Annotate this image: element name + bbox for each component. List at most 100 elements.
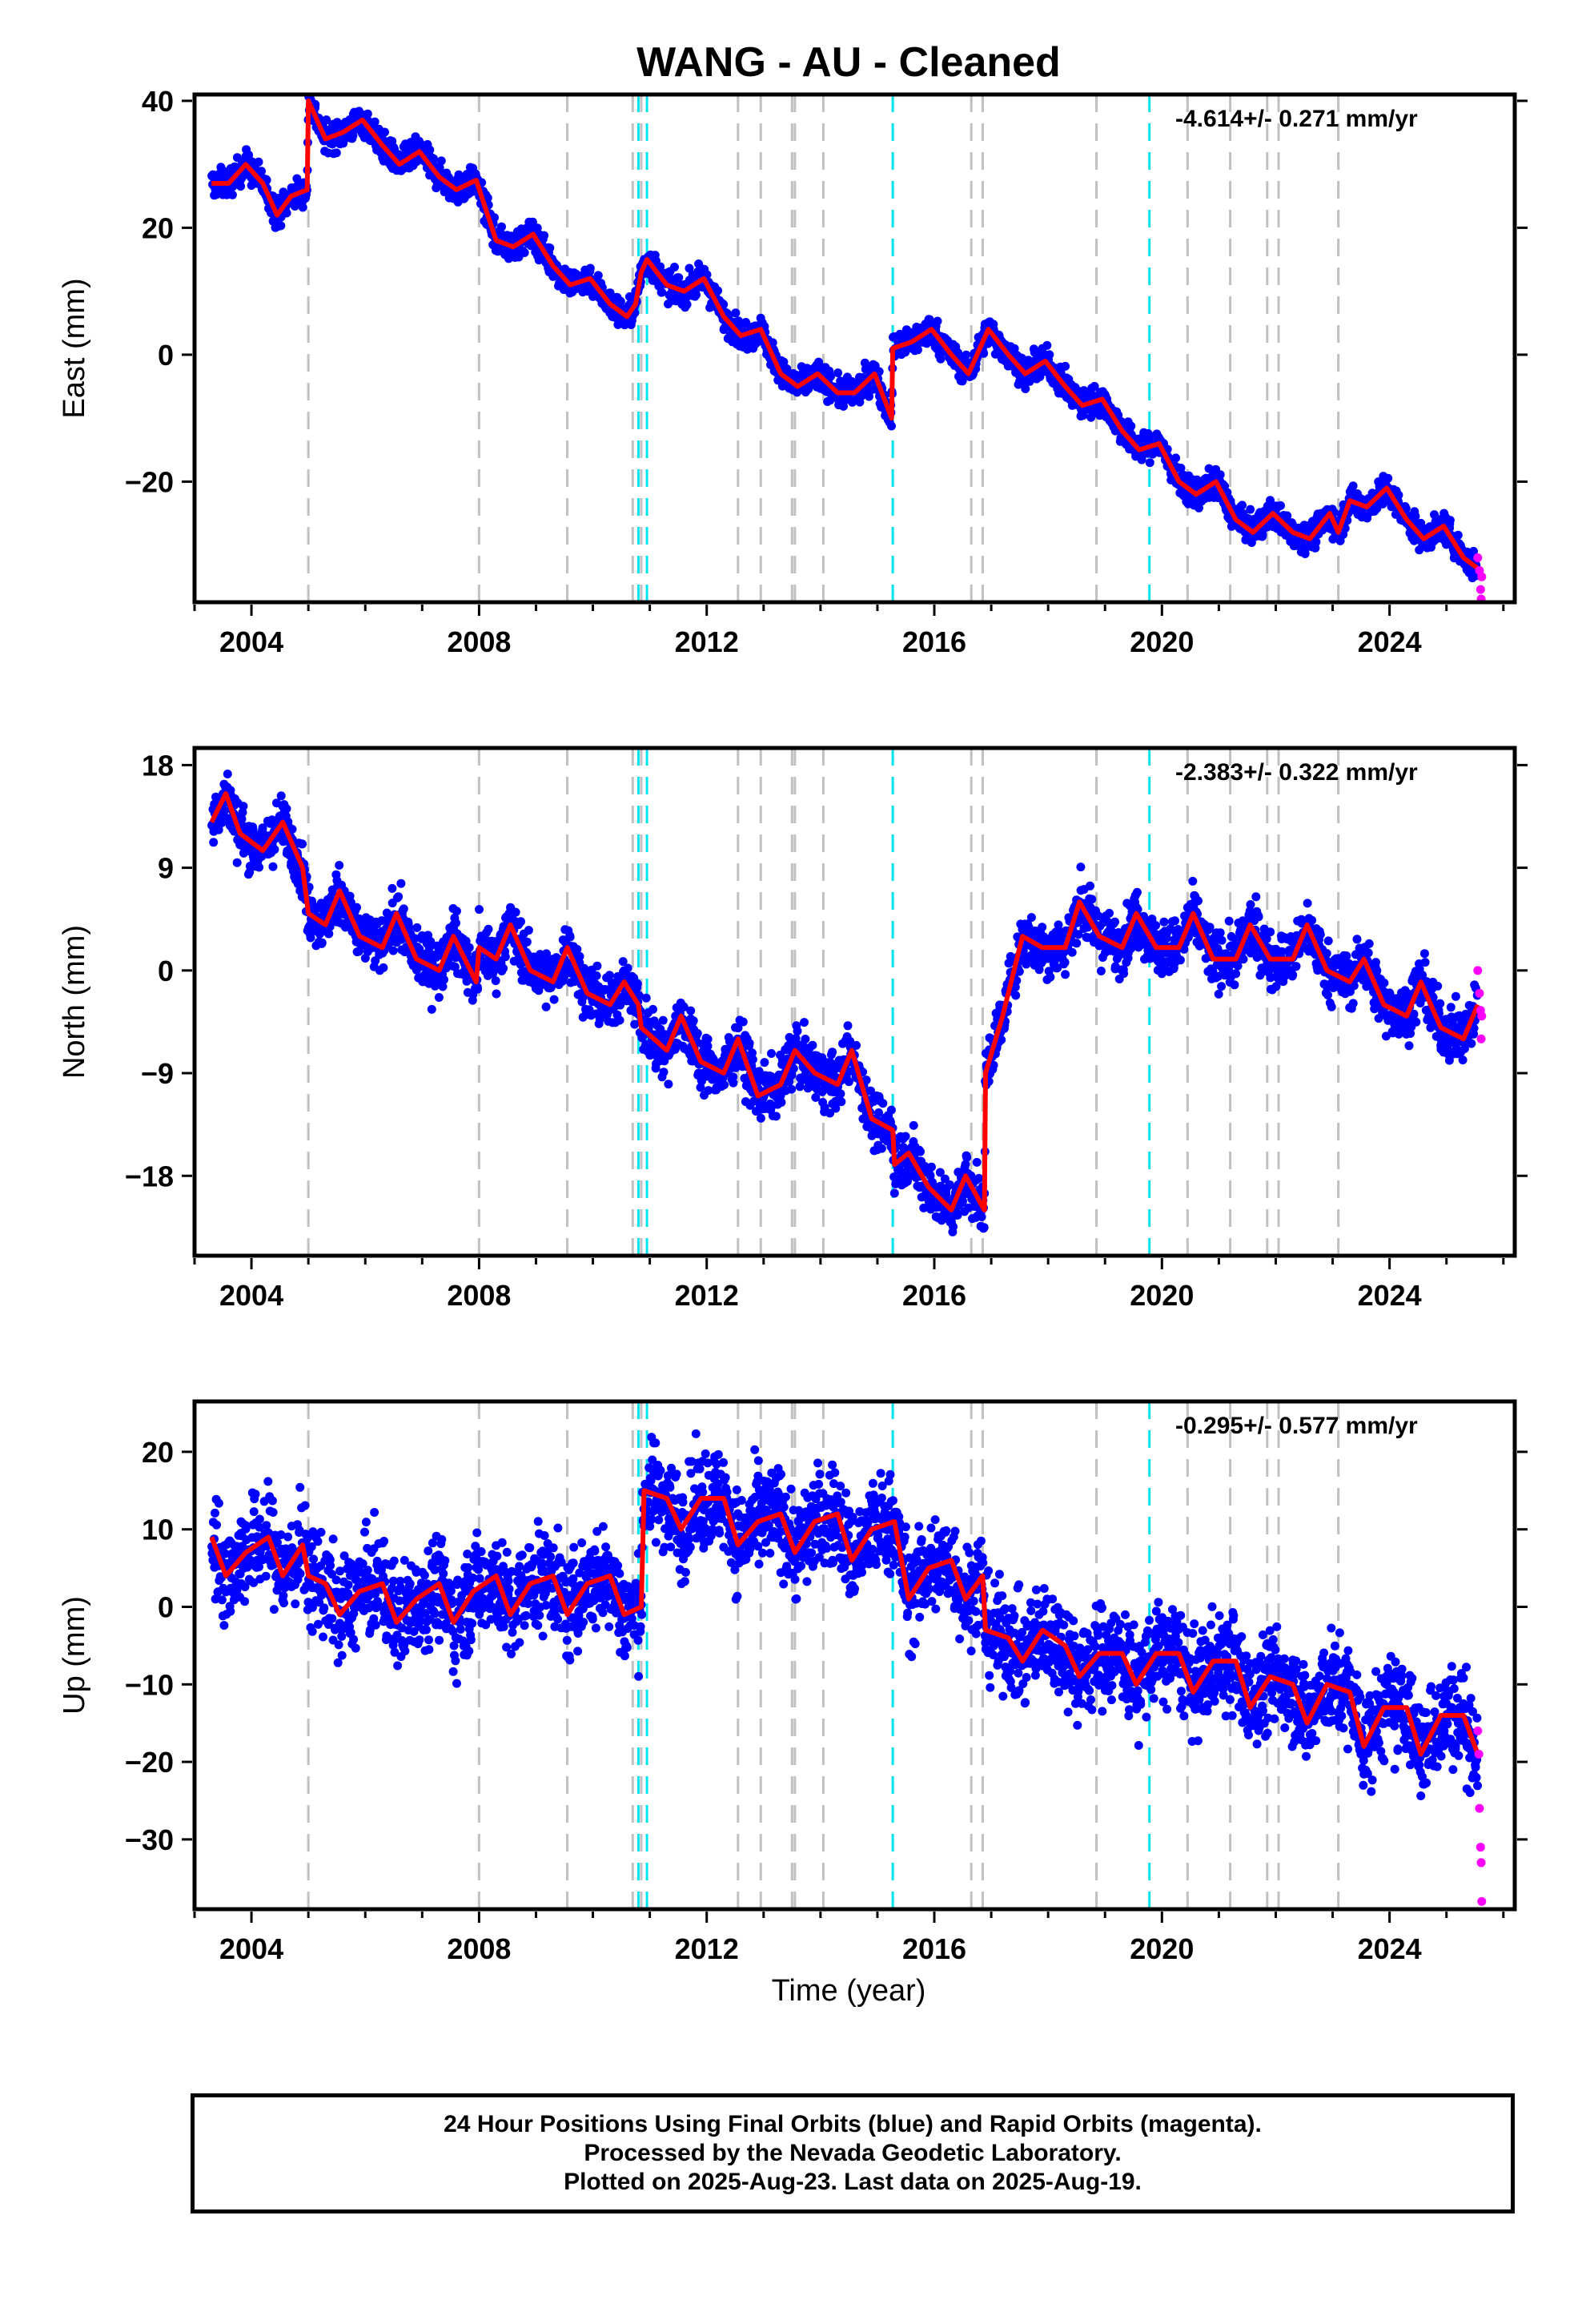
- final-orbit-point: [1383, 473, 1393, 483]
- final-orbit-point: [768, 338, 777, 348]
- final-orbit-point: [425, 145, 435, 155]
- x-tick-label: 2004: [219, 625, 283, 658]
- final-orbit-point: [440, 975, 448, 984]
- final-orbit-point: [434, 993, 444, 1002]
- final-orbit-point: [388, 946, 398, 955]
- final-orbit-point: [618, 957, 628, 967]
- final-orbit-point: [394, 892, 404, 902]
- final-orbit-point: [346, 898, 355, 907]
- final-orbit-point: [1030, 348, 1039, 357]
- final-orbit-point: [664, 1080, 673, 1089]
- x-tick-label: 2012: [675, 625, 739, 658]
- final-orbit-point: [771, 1112, 781, 1121]
- final-orbit-point: [878, 1099, 888, 1108]
- x-tick-label: 2020: [1130, 625, 1194, 658]
- final-orbit-point: [511, 907, 520, 917]
- final-orbit-point: [387, 883, 397, 893]
- final-orbit-point: [1266, 496, 1275, 505]
- final-orbit-point: [604, 971, 614, 980]
- final-orbit-point: [254, 157, 263, 167]
- final-orbit-point: [306, 933, 315, 943]
- final-orbit-point: [630, 1019, 640, 1029]
- final-orbit-point: [936, 354, 946, 364]
- final-orbit-point: [377, 916, 387, 926]
- final-orbit-point: [1276, 501, 1285, 510]
- final-orbit-point: [452, 907, 461, 916]
- rapid-orbit-point: [1476, 585, 1485, 594]
- final-orbit-point: [1311, 537, 1321, 547]
- final-orbit-point: [933, 316, 942, 326]
- final-orbit-point: [270, 845, 279, 854]
- final-orbit-point: [322, 115, 331, 125]
- x-tick-label: 2008: [447, 625, 511, 658]
- final-orbit-point: [837, 1097, 846, 1107]
- final-orbit-point: [1061, 361, 1070, 371]
- final-orbit-point: [741, 318, 751, 327]
- final-orbit-point: [410, 934, 420, 943]
- final-orbit-point: [396, 879, 406, 888]
- final-orbit-point: [1204, 464, 1214, 473]
- y-tick-label: 40: [142, 85, 174, 118]
- final-orbit-point: [670, 263, 679, 271]
- final-orbit-point: [1469, 546, 1478, 556]
- final-orbit-point: [1246, 505, 1255, 514]
- final-orbit-point: [335, 861, 344, 870]
- final-orbit-point: [887, 421, 896, 431]
- final-orbit-point: [239, 848, 248, 858]
- final-orbit-point: [227, 190, 237, 199]
- final-orbit-point: [1453, 530, 1463, 540]
- final-orbit-point: [427, 1004, 436, 1014]
- final-orbit-point: [282, 804, 291, 814]
- final-orbit-point: [1401, 504, 1411, 513]
- final-orbit-point: [276, 221, 286, 231]
- final-orbit-point: [1394, 490, 1403, 500]
- final-orbit-point: [748, 1055, 757, 1064]
- final-orbit-point: [379, 963, 388, 972]
- final-orbit-point: [209, 838, 219, 847]
- final-orbit-point: [412, 923, 422, 932]
- final-orbit-point: [877, 1144, 886, 1153]
- final-orbit-point: [492, 989, 501, 999]
- final-orbit-point: [731, 308, 741, 318]
- final-orbit-point: [298, 839, 307, 849]
- final-orbit-point: [1042, 340, 1052, 350]
- final-orbit-point: [255, 862, 264, 872]
- final-orbit-point: [674, 273, 684, 283]
- final-orbit-point: [438, 982, 448, 991]
- final-orbit-point: [1171, 453, 1181, 463]
- final-orbit-point: [756, 1113, 765, 1123]
- final-orbit-point: [324, 929, 334, 939]
- final-orbit-point: [1126, 421, 1136, 431]
- final-orbit-point: [399, 904, 408, 914]
- final-orbit-point: [520, 248, 529, 257]
- final-orbit-point: [452, 919, 460, 928]
- final-orbit-point: [429, 154, 438, 163]
- final-orbit-point: [497, 222, 506, 231]
- final-orbit-point: [623, 963, 632, 973]
- final-orbit-point: [729, 1078, 738, 1088]
- final-orbit-point: [1045, 350, 1054, 360]
- final-orbit-point: [575, 951, 584, 961]
- final-orbit-point: [585, 263, 595, 273]
- final-orbit-point: [913, 345, 922, 355]
- final-orbit-point: [648, 1004, 657, 1014]
- final-orbit-point: [738, 1017, 748, 1027]
- final-orbit-point: [352, 903, 361, 912]
- final-orbit-point: [1348, 481, 1358, 491]
- final-orbit-point: [1300, 549, 1310, 558]
- final-orbit-point: [236, 182, 246, 191]
- final-orbit-point: [979, 348, 989, 358]
- final-orbit-point: [475, 905, 484, 915]
- final-orbit-point: [1025, 376, 1034, 386]
- final-orbit-point: [787, 1084, 797, 1094]
- final-orbit-point: [499, 963, 508, 973]
- final-orbit-point: [689, 1016, 698, 1026]
- final-orbit-point: [843, 1021, 853, 1031]
- final-orbit-point: [524, 926, 533, 935]
- final-orbit-point: [801, 1035, 810, 1043]
- final-orbit-point: [268, 862, 278, 871]
- final-orbit-point: [793, 1027, 802, 1035]
